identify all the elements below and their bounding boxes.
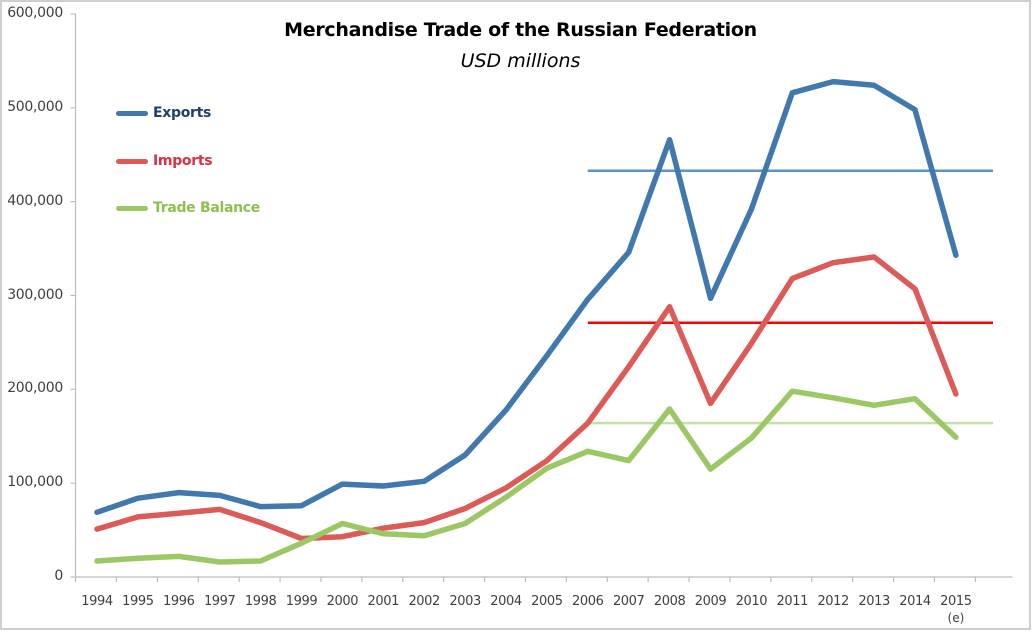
x-tick-label: 2014 xyxy=(899,594,931,609)
x-tick-label: 1998 xyxy=(244,594,277,609)
chart-title: Merchandise Trade of the Russian Federat… xyxy=(284,19,757,41)
x-tick-label: 1995 xyxy=(122,594,154,609)
x-tick-label: 2006 xyxy=(572,594,604,609)
chart-subtitle: USD millions xyxy=(460,50,581,72)
x-tick-label: 2004 xyxy=(490,594,522,609)
x-tick-label: 1996 xyxy=(163,594,195,609)
x-tick-label: 2003 xyxy=(449,594,481,609)
x-tick-label: 2015 xyxy=(940,594,972,609)
y-tick-label: 600,000 xyxy=(7,5,63,21)
legend-item-imports: Imports xyxy=(116,151,213,171)
series-line-trade-balance xyxy=(94,388,959,565)
legend-item-trade-balance: Trade Balance xyxy=(116,198,260,218)
y-tick-label: 400,000 xyxy=(7,192,63,209)
x-tick-label: 1997 xyxy=(203,594,236,609)
legend-label-imports: Imports xyxy=(153,153,213,169)
reference-lines xyxy=(587,169,993,425)
legend-swatch-trade-balance xyxy=(116,205,148,211)
x-tick-label: 2011 xyxy=(776,594,809,609)
y-tick-label: 100,000 xyxy=(7,474,63,491)
axes xyxy=(70,13,1013,582)
series-line-exports xyxy=(94,78,959,516)
legend-swatch-imports xyxy=(116,158,148,164)
y-tick-label: 300,000 xyxy=(7,286,63,303)
x-tick-label: 2010 xyxy=(735,594,768,609)
legend-label-trade-balance: Trade Balance xyxy=(153,200,260,216)
x-tick-label: 1994 xyxy=(81,594,113,609)
x-tick-label: 2000 xyxy=(326,594,359,609)
x-tick-label: 2013 xyxy=(858,594,890,609)
y-tick-label: 200,000 xyxy=(7,380,63,397)
x-tick-note: (e) xyxy=(947,611,965,625)
x-tick-label: 2009 xyxy=(694,594,727,609)
legend-item-exports: Exports xyxy=(116,103,211,123)
x-tick-label: 2002 xyxy=(408,594,440,609)
legend-swatch-exports xyxy=(116,110,148,116)
y-tick-label: 0 xyxy=(54,568,63,584)
x-tick-label: 2001 xyxy=(367,594,400,609)
x-tick-label: 1999 xyxy=(285,594,318,609)
x-tick-label: 2005 xyxy=(531,594,563,609)
series-lines xyxy=(94,78,959,565)
y-tick-label: 500,000 xyxy=(7,98,63,115)
legend-label-exports: Exports xyxy=(153,105,212,121)
x-tick-label: 2012 xyxy=(817,594,849,609)
x-tick-label: 2007 xyxy=(612,594,645,609)
series-line-imports xyxy=(94,254,959,542)
x-tick-label: 2008 xyxy=(653,594,686,609)
